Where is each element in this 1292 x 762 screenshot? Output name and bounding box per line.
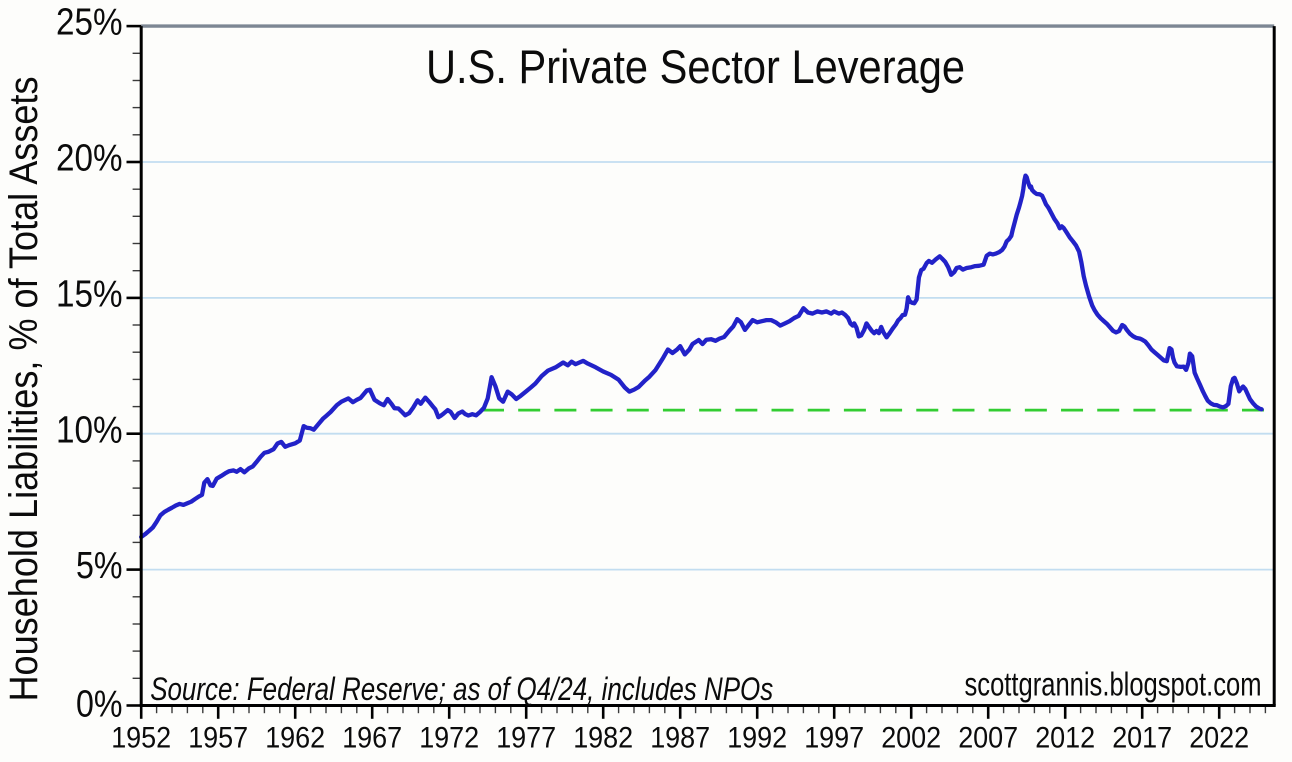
- svg-text:15%: 15%: [56, 274, 123, 316]
- svg-text:U.S. Private Sector Leverage: U.S. Private Sector Leverage: [426, 41, 965, 94]
- svg-text:1997: 1997: [804, 722, 864, 755]
- svg-text:1982: 1982: [573, 722, 633, 755]
- svg-text:Source: Federal Reserve; as of: Source: Federal Reserve; as of Q4/24, in…: [150, 671, 773, 707]
- svg-text:Household Liabilities, % of To: Household Liabilities, % of Total Assets: [2, 77, 46, 702]
- svg-text:2022: 2022: [1189, 722, 1249, 755]
- svg-text:1972: 1972: [419, 722, 479, 755]
- svg-text:1957: 1957: [188, 722, 248, 755]
- svg-text:2017: 2017: [1112, 722, 1172, 755]
- svg-text:20%: 20%: [56, 138, 123, 180]
- svg-text:1987: 1987: [650, 722, 710, 755]
- svg-text:1952: 1952: [111, 722, 171, 755]
- svg-text:2012: 2012: [1035, 722, 1095, 755]
- svg-text:0%: 0%: [76, 684, 123, 726]
- svg-text:25%: 25%: [56, 2, 123, 44]
- svg-text:scottgrannis.blogspot.com: scottgrannis.blogspot.com: [965, 665, 1262, 702]
- svg-text:1992: 1992: [727, 722, 787, 755]
- svg-text:2002: 2002: [881, 722, 941, 755]
- svg-text:2007: 2007: [958, 722, 1018, 755]
- svg-text:1967: 1967: [342, 722, 402, 755]
- svg-text:5%: 5%: [76, 545, 123, 587]
- svg-text:10%: 10%: [56, 409, 123, 451]
- svg-text:1977: 1977: [496, 722, 556, 755]
- svg-text:1962: 1962: [265, 722, 325, 755]
